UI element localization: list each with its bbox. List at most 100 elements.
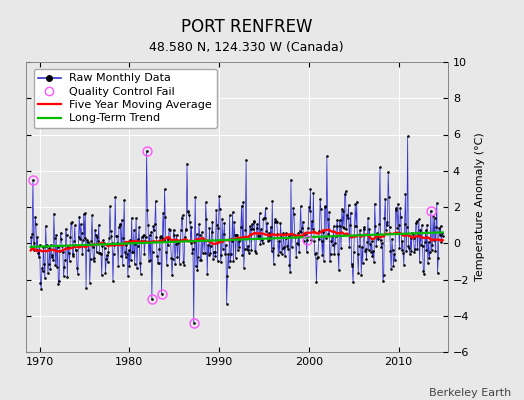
Point (259, 215, 267, 222)
Point (140, 251, 149, 257)
Point (73, 265, 81, 271)
Point (92, 232, 100, 238)
Point (340, 225, 348, 232)
Point (114, 263, 123, 269)
Point (68, 252, 77, 259)
Point (86, 255, 95, 262)
Point (360, 223, 368, 230)
Point (349, 279, 357, 286)
Point (251, 248, 259, 254)
Point (242, 157, 250, 163)
Point (407, 247, 416, 254)
Point (166, 226, 174, 233)
Point (197, 256, 205, 263)
Point (95, 250, 104, 256)
Point (309, 190, 318, 196)
Point (339, 224, 347, 230)
Point (224, 250, 232, 257)
Point (40, 261, 48, 267)
Point (363, 239, 372, 246)
Point (311, 251, 319, 258)
Point (314, 254, 322, 260)
Point (80, 211, 88, 217)
Point (201, 250, 209, 256)
Point (223, 272, 232, 279)
Point (239, 199, 247, 205)
Point (115, 222, 124, 228)
Point (417, 242, 425, 248)
Point (292, 254, 300, 260)
Point (341, 188, 350, 195)
Point (423, 260, 432, 266)
Point (334, 250, 342, 257)
Point (148, 249, 157, 255)
Point (104, 259, 112, 266)
Point (339, 208, 347, 214)
Point (85, 241, 93, 248)
Point (267, 248, 276, 254)
Point (178, 212, 187, 218)
Point (282, 230, 291, 236)
Point (257, 226, 265, 233)
Point (435, 224, 443, 231)
Point (118, 262, 127, 268)
Point (345, 244, 354, 250)
Point (173, 254, 181, 260)
Point (255, 210, 264, 216)
Point (154, 260, 162, 266)
Point (400, 220, 409, 227)
Point (435, 232, 444, 238)
Point (320, 258, 328, 264)
Point (294, 230, 303, 236)
Point (301, 233, 309, 239)
Point (379, 272, 388, 279)
Point (118, 216, 126, 223)
Point (174, 239, 182, 246)
Point (209, 256, 217, 262)
Point (187, 224, 195, 230)
Point (246, 223, 254, 230)
Point (315, 228, 324, 234)
Point (27, 234, 35, 240)
Point (38, 265, 46, 271)
Point (395, 245, 403, 252)
Point (430, 215, 439, 222)
Point (170, 232, 179, 238)
Point (28, 231, 36, 238)
Point (267, 223, 275, 230)
Point (276, 220, 285, 226)
Point (424, 238, 433, 245)
Point (275, 238, 283, 244)
Point (234, 247, 242, 253)
Point (284, 246, 292, 252)
Point (278, 250, 286, 257)
Point (93, 233, 102, 240)
Point (92, 249, 101, 256)
Point (398, 238, 407, 245)
Point (108, 240, 116, 246)
Point (82, 284, 90, 291)
Point (136, 270, 145, 277)
Point (66, 234, 74, 241)
Point (144, 222, 152, 228)
Point (29, 240, 38, 246)
Point (96, 250, 104, 256)
Point (302, 248, 311, 255)
Point (48, 251, 57, 258)
Point (168, 272, 176, 278)
Point (204, 252, 213, 258)
Point (198, 229, 206, 236)
Point (270, 219, 279, 226)
Point (123, 250, 132, 257)
Point (362, 246, 370, 252)
Point (101, 245, 109, 252)
Point (326, 251, 335, 257)
Point (110, 242, 118, 248)
Point (316, 206, 325, 212)
Point (346, 209, 355, 216)
Point (392, 207, 401, 214)
Point (188, 249, 196, 256)
Point (362, 256, 370, 262)
Point (364, 215, 372, 222)
Point (318, 238, 326, 244)
